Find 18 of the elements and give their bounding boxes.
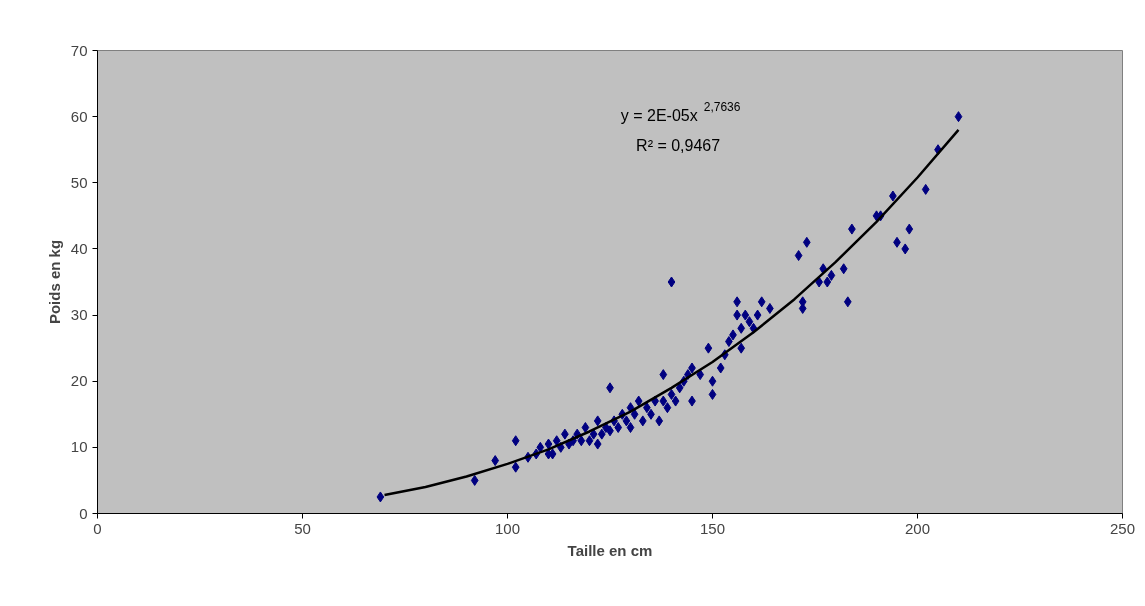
x-tick-label: 200 [904, 519, 931, 537]
x-tick-label: 50 [294, 519, 311, 537]
x-tick-label: 150 [699, 519, 726, 537]
y-tick-label: 40 [70, 239, 88, 257]
x-axis-title: Taille en cm [567, 541, 653, 559]
x-tick-label: 0 [93, 519, 102, 537]
x-tick-label: 250 [1109, 519, 1136, 537]
annotation: y = 2E-05x2,7636 [620, 99, 741, 124]
y-tick-label: 70 [70, 41, 88, 59]
annotation: R² = 0,9467 [636, 136, 721, 154]
x-tick-label: 100 [494, 519, 521, 537]
y-tick-label: 20 [70, 372, 88, 390]
y-tick-label: 30 [70, 306, 88, 324]
y-tick-label: 0 [79, 504, 88, 522]
y-tick-label: 10 [70, 438, 88, 456]
y-axis-title: Poids en kg [45, 239, 63, 325]
y-tick-label: 50 [70, 173, 88, 191]
y-tick-label: 60 [70, 107, 88, 125]
